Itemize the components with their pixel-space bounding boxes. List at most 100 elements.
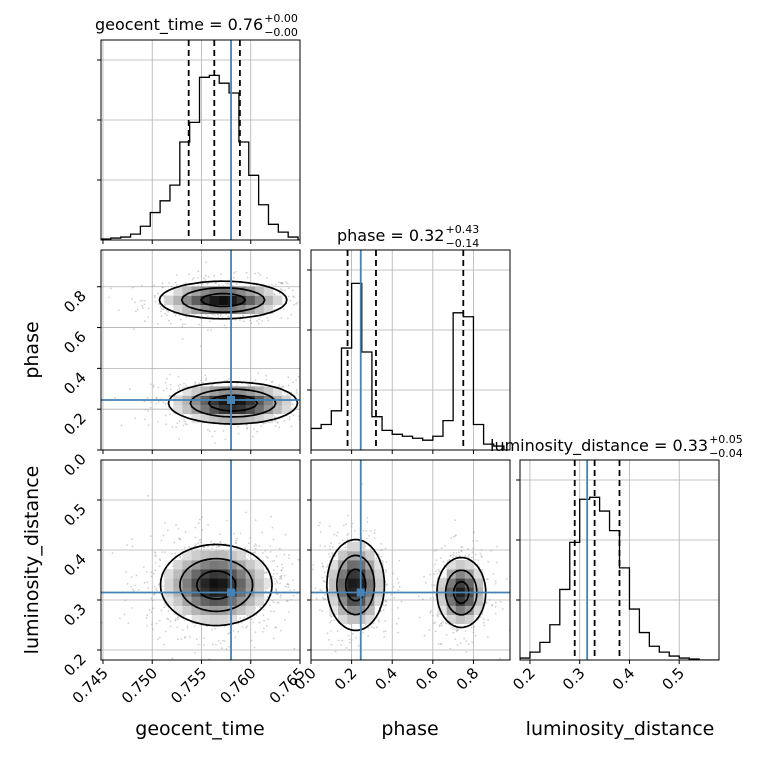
sample-point xyxy=(196,277,199,279)
sample-point xyxy=(151,623,153,626)
sample-point xyxy=(184,323,187,326)
density-cell xyxy=(200,404,210,414)
density-cell xyxy=(365,578,375,588)
sample-point xyxy=(131,286,134,289)
sample-point xyxy=(275,589,278,592)
sample-point xyxy=(279,594,282,597)
density-cell xyxy=(236,286,247,296)
sample-point xyxy=(342,524,345,527)
sample-point xyxy=(468,553,471,556)
sample-point xyxy=(169,373,172,376)
sample-point xyxy=(223,324,226,327)
sample-point xyxy=(330,615,333,618)
sample-point xyxy=(440,622,443,625)
sample-point xyxy=(433,549,436,552)
density-cell xyxy=(173,295,183,305)
contour-line xyxy=(180,286,277,418)
sample-point xyxy=(210,540,213,543)
sample-point xyxy=(174,552,177,555)
sample-point xyxy=(292,289,294,292)
sample-point xyxy=(271,575,274,578)
title-sub-phase: −0.14 xyxy=(445,237,479,250)
sample-point xyxy=(320,589,323,592)
density-cell xyxy=(374,578,384,588)
sample-point xyxy=(330,619,333,622)
density-cell xyxy=(182,569,192,579)
sample-point xyxy=(174,281,177,284)
sample-point xyxy=(254,519,257,521)
sample-point xyxy=(395,622,398,625)
sample-point xyxy=(285,600,288,602)
sample-point xyxy=(155,397,158,400)
sample-point xyxy=(487,619,489,622)
sample-point xyxy=(143,320,146,323)
sample-point xyxy=(357,645,360,647)
sample-point xyxy=(154,300,157,303)
sample-point xyxy=(288,416,291,418)
sample-point xyxy=(481,556,483,559)
sample-point xyxy=(276,593,279,596)
sample-point xyxy=(340,644,343,646)
sample-point xyxy=(254,379,257,382)
sample-point xyxy=(158,303,160,306)
sample-point xyxy=(181,323,184,326)
sample-point xyxy=(283,308,285,310)
sample-point xyxy=(450,554,452,557)
sample-point xyxy=(146,625,149,627)
sample-point xyxy=(228,378,231,381)
sample-point xyxy=(274,577,276,580)
sample-point xyxy=(153,593,156,596)
sample-point xyxy=(307,414,309,416)
sample-point xyxy=(135,574,138,577)
sample-point xyxy=(268,284,270,287)
sample-point xyxy=(438,624,441,626)
sample-point xyxy=(169,625,172,628)
density-cell xyxy=(200,386,210,396)
sample-point xyxy=(245,424,248,426)
density-cell xyxy=(173,596,183,606)
sample-point xyxy=(300,402,302,404)
sample-point xyxy=(456,629,459,632)
sample-point xyxy=(203,277,206,280)
sample-point xyxy=(249,537,252,539)
sample-point xyxy=(284,289,286,292)
sample-point xyxy=(292,295,294,298)
sample-point xyxy=(455,534,457,536)
sample-point xyxy=(328,555,331,558)
sample-point xyxy=(151,285,154,288)
sample-point xyxy=(301,408,303,410)
sample-point xyxy=(202,381,204,384)
sample-point xyxy=(221,647,223,650)
sample-point xyxy=(270,380,273,383)
sample-point xyxy=(485,578,488,581)
sample-point xyxy=(207,429,209,431)
density-cell xyxy=(254,286,265,296)
sample-point xyxy=(280,569,283,572)
sample-point xyxy=(278,384,280,386)
density-cell xyxy=(209,286,219,296)
sample-point xyxy=(312,595,314,597)
sample-point xyxy=(208,320,211,323)
sample-point xyxy=(293,296,295,299)
sample-point xyxy=(194,381,197,384)
sample-point xyxy=(457,628,460,631)
sample-point xyxy=(265,374,267,377)
sample-point xyxy=(181,629,184,632)
sample-point xyxy=(459,642,462,645)
sample-point xyxy=(351,633,354,635)
sample-point xyxy=(164,382,167,384)
sample-point xyxy=(174,619,177,622)
sample-point xyxy=(385,600,387,603)
sample-point xyxy=(324,598,327,600)
sample-point xyxy=(306,585,308,587)
sample-point xyxy=(272,569,275,572)
sample-point xyxy=(398,559,401,562)
sample-point xyxy=(382,630,385,633)
sample-point xyxy=(362,529,365,532)
sample-point xyxy=(203,637,206,640)
density-cell xyxy=(200,596,210,606)
sample-point xyxy=(397,581,400,584)
sample-point xyxy=(375,557,378,560)
density-cell xyxy=(218,286,228,296)
